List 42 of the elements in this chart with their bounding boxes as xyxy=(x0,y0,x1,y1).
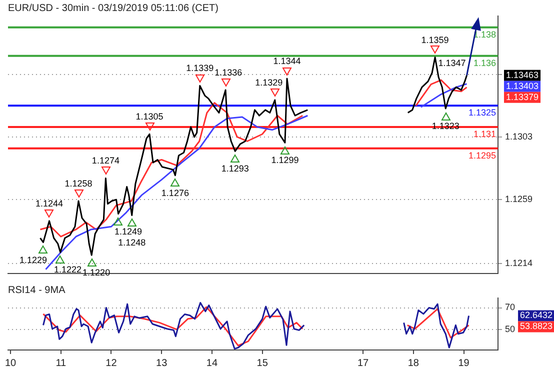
x-tick-label: 10 xyxy=(4,358,17,369)
annotation: 1.1248 xyxy=(118,238,146,248)
x-tick-label: 13 xyxy=(156,358,168,369)
chart-title: EUR/USD - 30min - 03/19/2019 05:11:06 (CET) xyxy=(8,2,218,14)
ref-line-label: 1.1325 xyxy=(468,108,496,118)
text: 1.13379 xyxy=(506,92,539,102)
y-tick-label: 50 xyxy=(505,324,516,334)
annotation: 1.1244 xyxy=(36,198,64,208)
ref-line-label: 1.136 xyxy=(473,58,496,68)
annotation: 1.1249 xyxy=(114,226,142,236)
text: 1.13463 xyxy=(506,70,539,80)
annotation: 1.1329 xyxy=(255,77,283,88)
x-tick-label: 12 xyxy=(106,358,118,369)
annotation: 1.1359 xyxy=(421,34,449,45)
y-tick-label: 1.1214 xyxy=(505,258,533,268)
annotation: 1.1276 xyxy=(161,188,189,198)
annotation: 1.1258 xyxy=(64,178,92,188)
x-tick-label: 18 xyxy=(408,358,420,369)
x-tick-label: 14 xyxy=(206,358,218,369)
ref-line-label: 1.131 xyxy=(473,128,496,139)
y-tick-label: 70 xyxy=(505,302,516,312)
x-tick-label: 15 xyxy=(256,358,268,369)
chart-title: RSI14 - 9MA xyxy=(8,284,66,296)
annotation: 1.1274 xyxy=(92,156,120,166)
annotation: 1.1305 xyxy=(136,112,164,122)
annotation: 1.1229 xyxy=(19,254,48,265)
text: 53.8823 xyxy=(520,321,553,332)
x-tick-label: 17 xyxy=(357,358,370,369)
y-tick-label: 1.1259 xyxy=(505,194,533,204)
ref-line-label: 1.1295 xyxy=(468,150,496,160)
annotation: 1.1344 xyxy=(273,56,301,66)
annotation: 1.1336 xyxy=(214,67,242,78)
annotation: 1.1347 xyxy=(438,58,466,68)
text: 62.6432 xyxy=(520,310,553,320)
annotation: 1.1293 xyxy=(221,164,249,174)
annotation: 1.1339 xyxy=(186,63,214,74)
x-tick-label: 11 xyxy=(56,358,66,369)
x-tick-label: 19 xyxy=(458,358,470,369)
annotation: 1.1299 xyxy=(271,155,299,166)
annotation: 1.1222 xyxy=(54,264,82,275)
y-tick-label: 1.1303 xyxy=(505,131,533,142)
text: 1.13403 xyxy=(506,80,539,91)
